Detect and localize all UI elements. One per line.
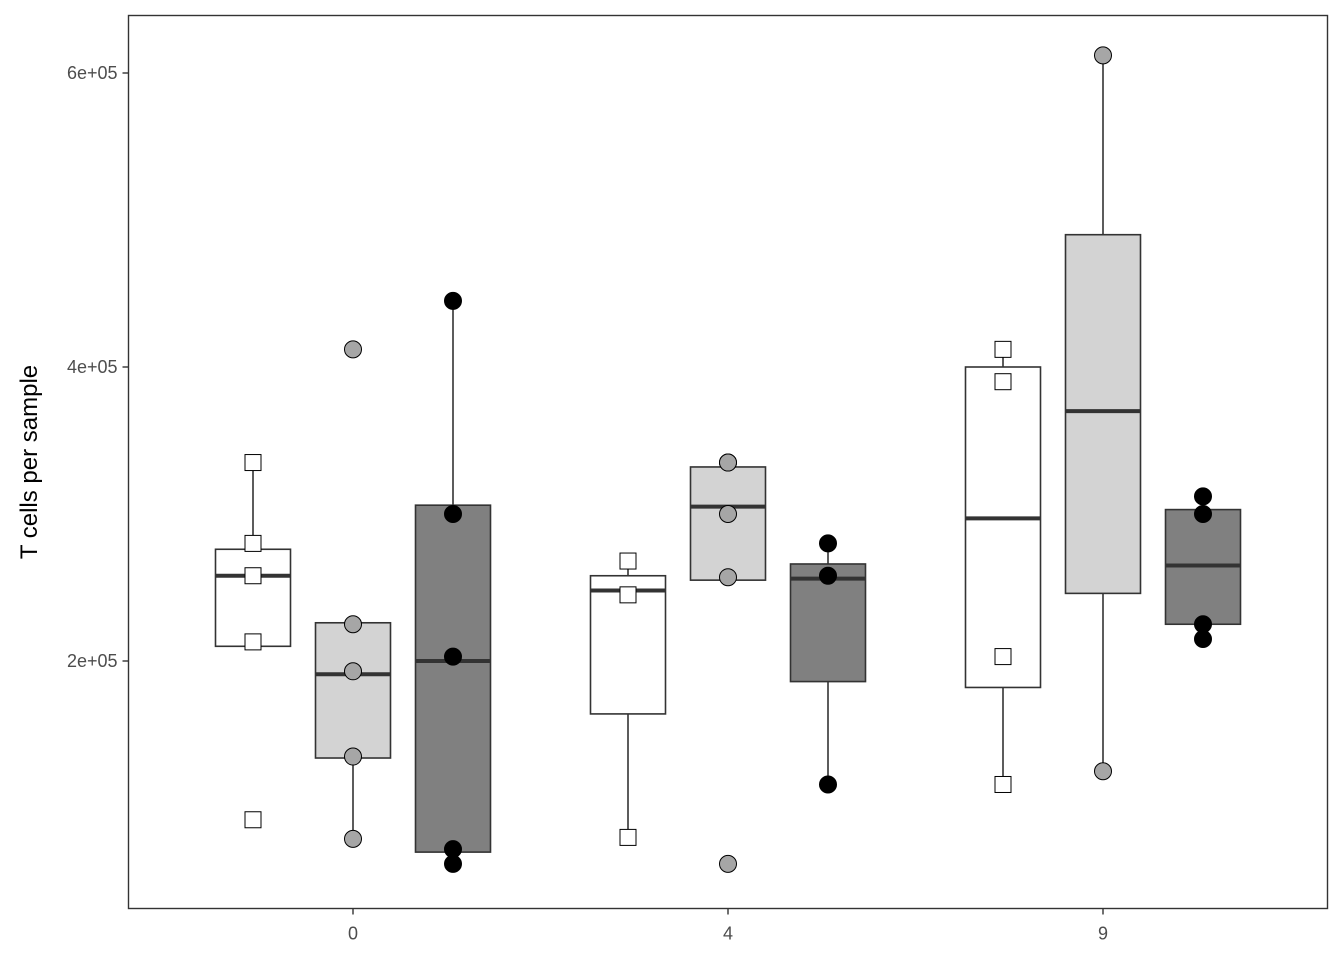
- data-point-g2-b1-1: [1094, 762, 1112, 781]
- data-point-g0-b0-2: [244, 567, 262, 585]
- data-point-g1-b1-3: [719, 568, 737, 587]
- data-point-g0-b2-2: [444, 647, 462, 666]
- data-point-g0-b0-1: [244, 534, 262, 552]
- box-g1-b1: [689, 466, 767, 581]
- box-g0-b1: [314, 621, 392, 759]
- data-point-g2-b0-1: [994, 373, 1012, 391]
- data-point-g2-b2-1: [1194, 505, 1212, 523]
- data-point-g1-b0-1: [619, 586, 637, 604]
- data-point-g0-b0-4: [244, 811, 262, 829]
- data-point-g0-b1-4: [344, 829, 362, 848]
- x-tick-label-2: 9: [1098, 924, 1108, 944]
- data-point-g0-b2-1: [444, 505, 462, 523]
- data-point-g0-b1-2: [344, 662, 362, 681]
- data-point-g2-b2-0: [1194, 487, 1212, 506]
- axes-layer: 0 4 9 2e+05 4e+05 6e+05: [67, 63, 1108, 944]
- y-tick-label-2: 6e+05: [67, 63, 118, 83]
- y-tick-label-0: 2e+05: [67, 651, 118, 671]
- data-point-g0-b0-0: [244, 454, 262, 472]
- data-point-g2-b0-0: [994, 340, 1012, 358]
- data-point-g1-b2-0: [819, 534, 837, 553]
- x-tick-label-1: 4: [723, 924, 733, 944]
- data-point-g1-b1-2: [719, 505, 737, 523]
- y-axis-title: T cells per sample: [16, 365, 43, 559]
- data-point-g1-b2-1: [819, 566, 837, 585]
- box-g0-b0: [214, 548, 292, 648]
- box-g2-b1: [1064, 233, 1142, 595]
- data-point-g1-b1-1: [719, 453, 737, 472]
- box-g2-b0: [964, 366, 1042, 689]
- data-point-g0-b2-4: [444, 854, 462, 873]
- data-point-g1-b0-2: [619, 828, 637, 846]
- x-tick-label-0: 0: [348, 924, 358, 944]
- data-point-g0-b1-1: [344, 615, 362, 634]
- data-point-g2-b0-3: [994, 775, 1012, 793]
- data-point-g1-b1-4: [719, 854, 737, 873]
- data-point-g0-b2-0: [444, 291, 462, 310]
- box-g0-b2: [414, 504, 492, 853]
- data-point-g2-b0-2: [994, 648, 1012, 666]
- data-point-g0-b1-0: [344, 340, 362, 359]
- data-point-g1-b2-2: [819, 775, 837, 794]
- data-point-g2-b2-3: [1194, 629, 1212, 648]
- data-point-g0-b1-3: [344, 747, 362, 766]
- data-point-g1-b0-0: [619, 552, 637, 570]
- data-point-g0-b0-3: [244, 633, 262, 651]
- y-tick-label-1: 4e+05: [67, 357, 118, 377]
- data-point-g2-b1-0: [1094, 46, 1112, 65]
- points-layer: [244, 46, 1212, 873]
